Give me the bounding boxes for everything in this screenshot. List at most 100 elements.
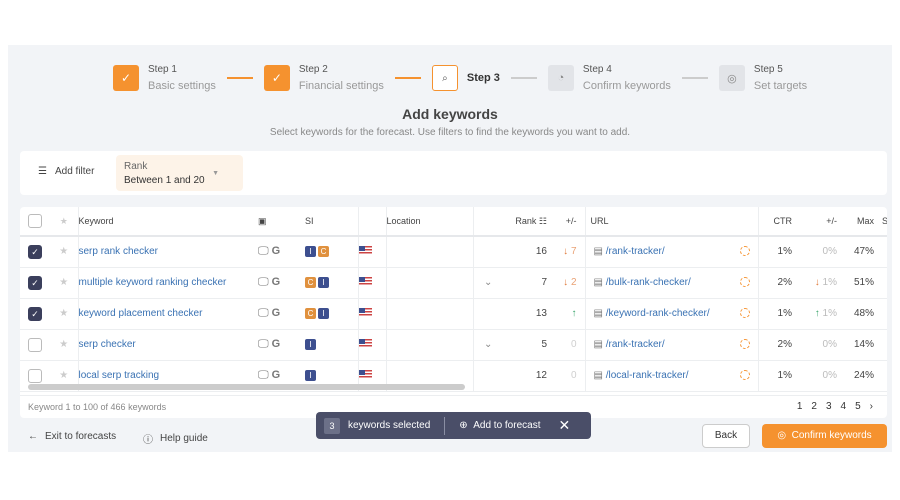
arrow-down-icon: ↓ (563, 246, 569, 258)
stepper: ✓ Step 1 Basic settings ✓ Step 2 Financial se… (113, 62, 807, 94)
intent-badge: I (305, 370, 316, 381)
desktop-icon: 🖵 (258, 369, 269, 381)
step-3[interactable]: ⌕ Step 3 (431, 65, 500, 91)
arrow-up-icon: ↑ (814, 308, 820, 319)
page-title: Add keywords (402, 106, 498, 122)
table-header: ★ Keyword ▣ SI Location Rank ☷ +/- URL C… (20, 207, 887, 237)
keyword-link[interactable]: serp rank checker (78, 236, 258, 268)
page-subtitle: Select keywords for the forecast. Use fi… (269, 127, 631, 138)
page-icon: ▤ (593, 339, 603, 350)
star-icon[interactable]: ★ (50, 236, 79, 268)
star-icon[interactable]: ★ (50, 267, 79, 299)
select-all-checkbox[interactable] (28, 214, 42, 228)
desktop-icon: 🖵 (258, 245, 269, 258)
clock-check-icon: ◔ (547, 65, 574, 91)
step-connector (681, 77, 708, 79)
check-circle-icon: ◎ (777, 430, 787, 441)
row-checkbox[interactable]: ✓ (28, 244, 42, 259)
intent-badge: I (318, 308, 329, 319)
chevron-down-icon[interactable]: ⌄ (484, 277, 493, 288)
col-keyword[interactable]: Keyword (78, 207, 258, 237)
caret-down-icon: ▼ (212, 170, 219, 177)
url-link[interactable]: /rank-tracker/ (605, 339, 665, 350)
step-5[interactable]: ◎ Step 5 Set targets (718, 62, 807, 94)
arrow-up-icon: ↑ (571, 308, 577, 319)
arrow-down-icon: ↓ (563, 277, 569, 288)
step-connector (510, 77, 537, 79)
intent-badge: I (305, 246, 316, 258)
star-icon[interactable]: ★ (50, 298, 79, 330)
filter-bar: ☰ Add filter Rank Between 1 and 20 ▼ (20, 151, 887, 195)
table-row[interactable]: ✓ ★ multiple keyword ranking checker 🖵 G… (20, 267, 887, 299)
url-link[interactable]: /bulk-rank-checker/ (605, 277, 691, 288)
keywords-table: ★ Keyword ▣ SI Location Rank ☷ +/- URL C… (20, 207, 887, 392)
step-4[interactable]: ◔ Step 4 Confirm keywords (547, 62, 671, 94)
arrow-down-icon: ↓ (814, 277, 820, 288)
url-link[interactable]: /keyword-rank-checker/ (605, 308, 710, 319)
back-button[interactable]: Back (702, 424, 750, 448)
page-4-button[interactable]: 4 (840, 401, 847, 412)
horizontal-scrollbar[interactable] (28, 384, 465, 390)
check-icon: ✓ (263, 65, 290, 91)
chevron-right-icon[interactable]: › (869, 401, 873, 412)
keyword-link[interactable]: serp checker (78, 329, 258, 361)
selected-count-badge: 3 (324, 417, 340, 434)
col-ctr[interactable]: CTR (758, 207, 800, 237)
intent-badge: I (318, 277, 329, 288)
step-connector (226, 77, 253, 79)
col-url[interactable]: URL (585, 207, 759, 237)
star-icon[interactable]: ★ (50, 329, 79, 361)
keywords-table-card: ★ Keyword ▣ SI Location Rank ☷ +/- URL C… (20, 207, 887, 418)
add-to-forecast-button[interactable]: ⊕ Add to forecast (459, 420, 541, 431)
exit-to-forecasts-link[interactable]: ← Exit to forecasts (28, 431, 117, 442)
selection-toast: 3 keywords selected ⊕ Add to forecast ✕ (316, 412, 591, 439)
step-2[interactable]: ✓ Step 2 Financial settings (263, 62, 384, 94)
star-icon: ★ (50, 207, 79, 237)
us-flag-icon (358, 245, 372, 255)
url-link[interactable]: /local-rank-tracker/ (605, 370, 689, 381)
col-si[interactable]: SI (305, 207, 359, 237)
step-1[interactable]: ✓ Step 1 Basic settings (113, 62, 216, 94)
add-filter-button[interactable]: ☰ Add filter (38, 166, 95, 177)
google-icon: G (271, 338, 281, 350)
intent-badge: I (305, 339, 316, 350)
check-icon: ✓ (113, 65, 139, 91)
us-flag-icon (358, 307, 372, 317)
keyword-link[interactable]: multiple keyword ranking checker (78, 267, 258, 299)
google-icon: G (271, 307, 281, 319)
row-checkbox[interactable]: ✓ (28, 306, 42, 321)
page-3-button[interactable]: 3 (825, 401, 832, 412)
close-icon[interactable]: ✕ (558, 417, 571, 433)
loading-circle-icon (739, 308, 750, 318)
chevron-down-icon[interactable]: ⌄ (484, 339, 493, 350)
help-guide-link[interactable]: ⓘ Help guide (143, 433, 208, 446)
col-s[interactable]: S (882, 207, 887, 237)
filter-settings-icon[interactable]: ☷ (538, 215, 547, 226)
row-checkbox[interactable] (28, 337, 42, 352)
col-location[interactable]: Location (386, 207, 474, 237)
col-max[interactable]: Max (845, 207, 882, 237)
google-icon: G (271, 369, 281, 381)
col-ctr-diff[interactable]: +/- (800, 207, 845, 237)
table-footer: Keyword 1 to 100 of 466 keywords 1 2 3 4 5 › (20, 395, 887, 418)
col-rank[interactable]: Rank ☷ (503, 207, 555, 237)
confirm-keywords-button[interactable]: ◎ Confirm keywords (762, 424, 887, 448)
device-icon: ▣ (258, 207, 305, 237)
keyword-link[interactable]: keyword placement checker (78, 298, 258, 330)
us-flag-icon (358, 338, 372, 348)
page-5-button[interactable]: 5 (855, 401, 861, 412)
loading-circle-icon (739, 277, 750, 287)
page-1-button[interactable]: 1 (796, 401, 803, 412)
table-row[interactable]: ★ serp checker 🖵 G I ⌄ 5 0 ▤ /rank-track… (20, 329, 887, 361)
plus-circle-icon: ⊕ (459, 420, 468, 431)
row-checkbox[interactable]: ✓ (28, 275, 42, 290)
intent-badge: C (305, 308, 316, 319)
rank-filter-chip[interactable]: Rank Between 1 and 20 ▼ (116, 155, 243, 191)
row-checkbox[interactable] (28, 368, 42, 383)
url-link[interactable]: /rank-tracker/ (605, 246, 665, 258)
col-rank-diff[interactable]: +/- (555, 207, 586, 237)
page-2-button[interactable]: 2 (811, 401, 817, 412)
intent-badge: C (318, 246, 329, 258)
